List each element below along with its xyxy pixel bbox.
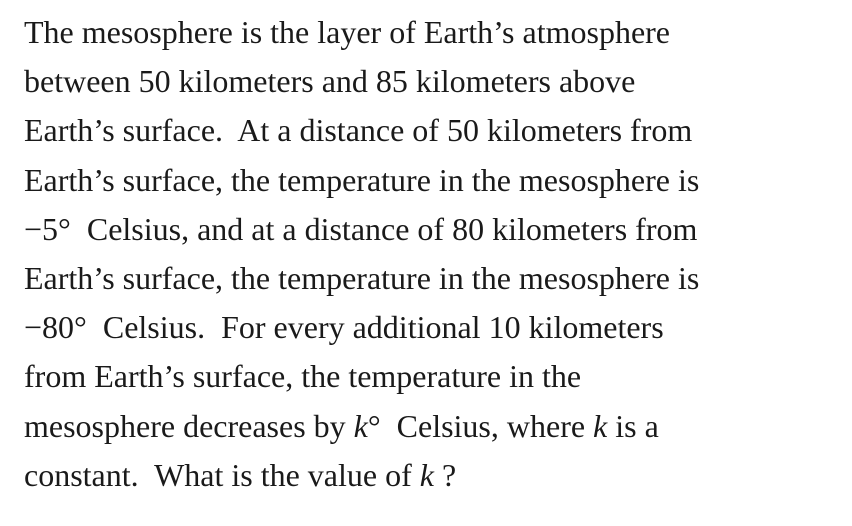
- text-line: from Earth’s surface, the temperature in…: [24, 358, 582, 395]
- text-segment: constant. What is the value of: [24, 456, 420, 493]
- text-line: mesosphere decreases by k° Celsius, wher…: [24, 402, 839, 451]
- text-segment: ?: [433, 456, 457, 493]
- text-line: Earth’s surface, the temperature in the …: [24, 260, 700, 297]
- text-line: −5° Celsius, and at a distance of 80 kil…: [24, 210, 698, 247]
- variable-k: k: [419, 456, 434, 493]
- text-segment: ° Celsius, where: [367, 407, 594, 444]
- text-line: between 50 kilometers and 85 kilometers …: [24, 63, 636, 100]
- text-line: The mesosphere is the layer of Earth’s a…: [24, 14, 670, 50]
- variable-k: k: [593, 407, 608, 444]
- question-text: The mesosphere is the layer of Earth’s a…: [24, 8, 839, 500]
- text-segment: mesosphere decreases by: [24, 407, 354, 444]
- text-line: −80° Celsius. For every additional 10 ki…: [24, 309, 664, 346]
- text-line: Earth’s surface. At a distance of 50 kil…: [24, 112, 693, 149]
- variable-k: k: [353, 407, 368, 444]
- text-segment: is a: [607, 407, 659, 444]
- text-line: constant. What is the value of k ?: [24, 451, 839, 500]
- text-line: Earth’s surface, the temperature in the …: [24, 161, 700, 198]
